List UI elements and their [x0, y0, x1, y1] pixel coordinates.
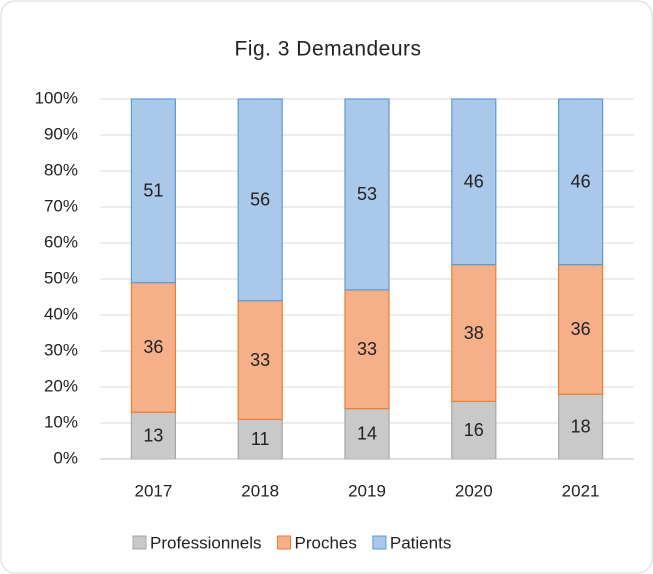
x-tick-label: 2020	[455, 481, 493, 500]
bar-segment	[237, 300, 283, 421]
data-label: 53	[357, 184, 377, 204]
x-tick-label: 2018	[241, 481, 279, 500]
data-label: 11	[251, 429, 270, 449]
bar-segment	[130, 411, 176, 460]
legend-swatch	[132, 535, 147, 550]
data-label: 36	[571, 319, 591, 339]
bar-segment	[557, 98, 604, 266]
y-tick-label: 50%	[44, 268, 78, 287]
legend-label: Professionnels	[150, 533, 262, 552]
data-label: 51	[143, 181, 163, 201]
bar-segment	[130, 282, 176, 413]
x-tick-label: 2021	[562, 481, 600, 500]
bar-segment	[344, 98, 390, 291]
data-label: 33	[357, 339, 377, 359]
legend-swatch	[372, 535, 387, 550]
data-label: 46	[464, 172, 484, 192]
data-label: 38	[464, 323, 484, 343]
data-label: 14	[357, 424, 377, 444]
data-label: 33	[250, 350, 270, 370]
data-label: 18	[571, 416, 591, 436]
bar-segment	[451, 400, 497, 460]
bar-segment	[130, 98, 176, 284]
chart-title: Fig. 3 Demandeurs	[234, 38, 421, 61]
x-tick-label: 2017	[134, 481, 172, 500]
x-tick-label: 2019	[348, 481, 386, 500]
data-label: 56	[250, 190, 270, 210]
data-label: 13	[143, 425, 163, 445]
y-tick-label: 40%	[44, 304, 78, 323]
bar-segment	[237, 98, 283, 302]
data-label: 46	[571, 172, 591, 192]
y-tick-label: 70%	[44, 196, 78, 215]
bar-segment	[557, 393, 604, 460]
legend-label: Proches	[295, 533, 357, 552]
data-label: 36	[143, 337, 163, 357]
y-tick-label: 20%	[44, 376, 78, 395]
y-tick-label: 30%	[44, 340, 78, 359]
legend-label: Patients	[390, 533, 451, 552]
y-tick-label: 10%	[44, 412, 78, 431]
legend-swatch	[277, 535, 292, 550]
data-label: 16	[464, 420, 484, 440]
y-tick-label: 100%	[35, 88, 78, 107]
y-tick-label: 90%	[44, 124, 78, 143]
bar-segment	[451, 264, 497, 403]
y-tick-label: 60%	[44, 232, 78, 251]
y-tick-label: 80%	[44, 160, 78, 179]
bar-segment	[237, 418, 283, 460]
bar-segment	[451, 98, 497, 266]
y-tick-label: 0%	[53, 448, 78, 467]
